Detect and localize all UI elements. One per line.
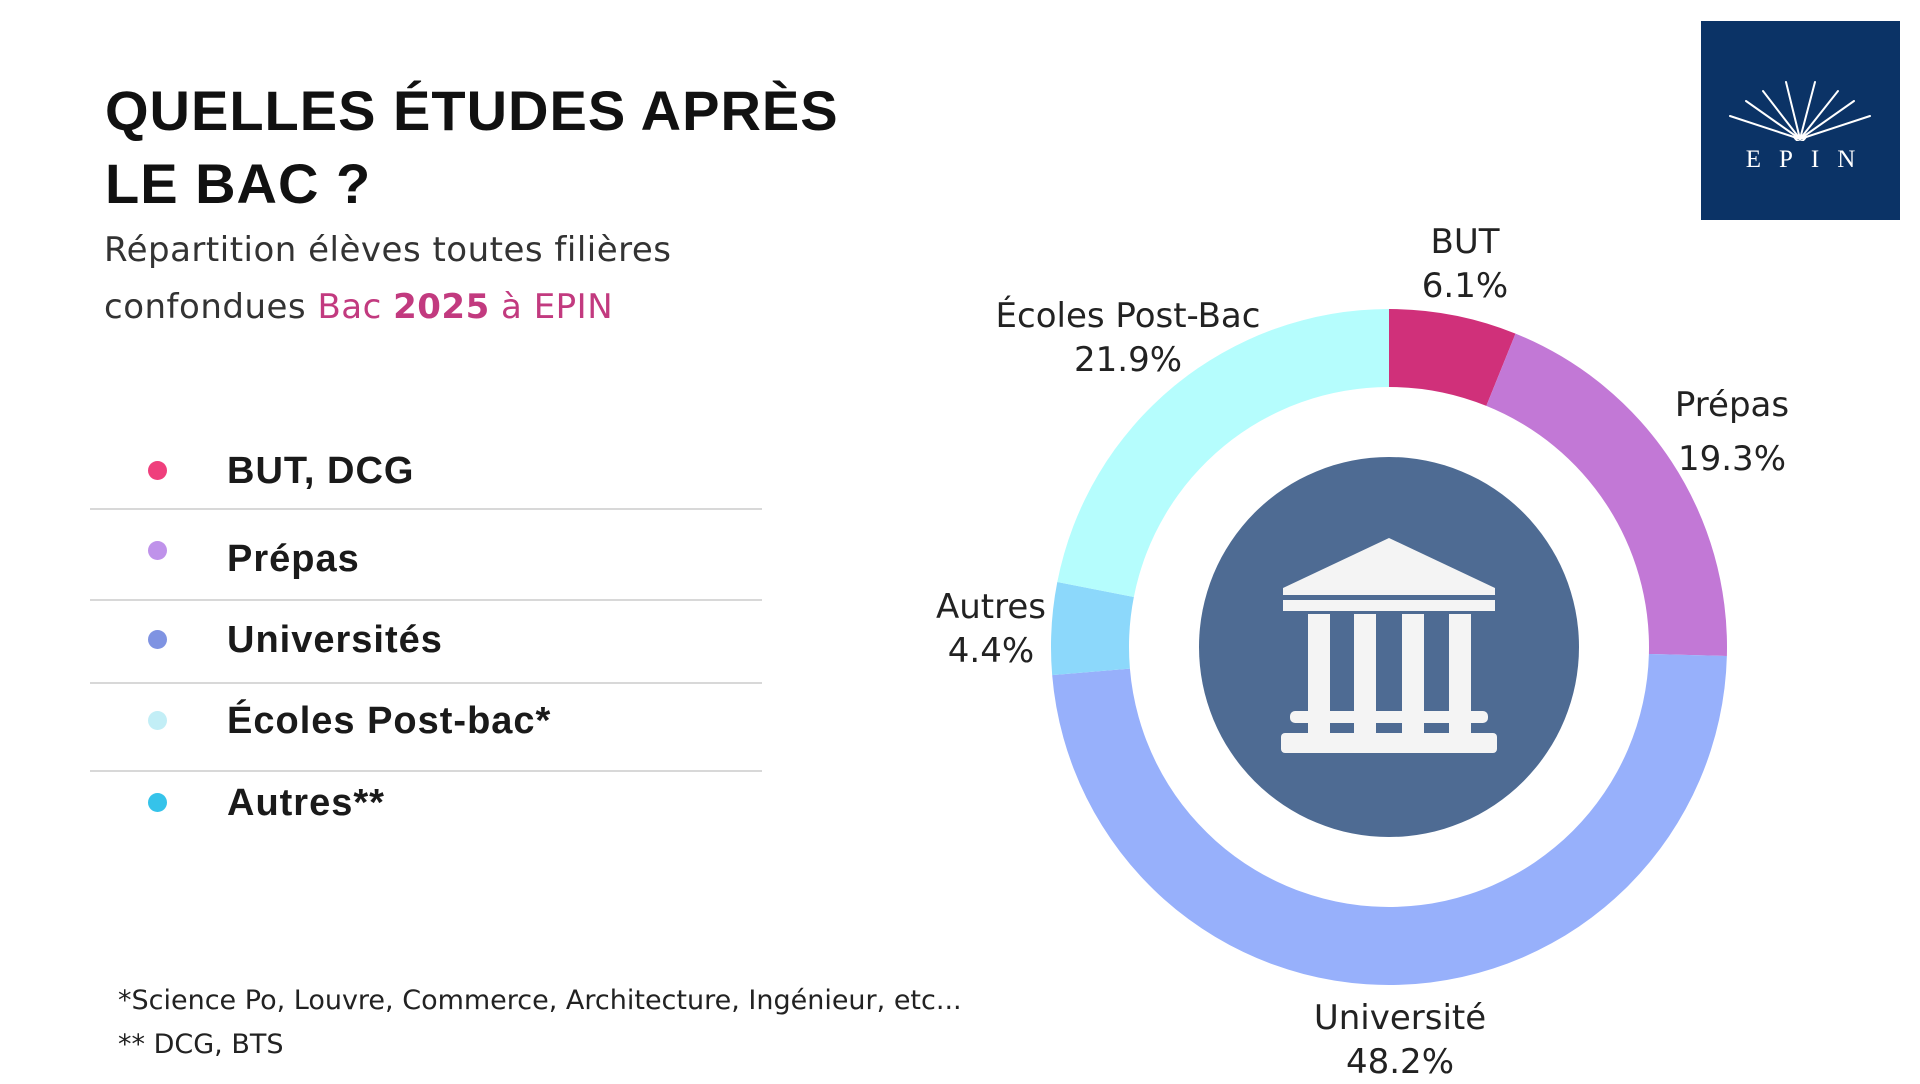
footnote-2: ** DCG, BTS <box>118 1029 284 1060</box>
legend-dot <box>148 711 167 730</box>
logo-text: EPIN <box>1745 146 1874 173</box>
slice-label-but: BUT 6.1% <box>1421 222 1509 306</box>
divider <box>90 508 762 510</box>
legend-dot <box>148 793 167 812</box>
slice-label-ecoles: Écoles Post-Bac 21.9% <box>995 296 1261 380</box>
legend-label: Universités <box>227 619 443 661</box>
legend-item-but: BUT, DCG <box>90 451 762 491</box>
divider <box>90 682 762 684</box>
divider <box>90 770 762 772</box>
legend-label: BUT, DCG <box>227 450 415 492</box>
legend-label: Prépas <box>227 538 360 580</box>
university-building-icon <box>1281 538 1497 753</box>
slice-but <box>1389 309 1516 406</box>
title-line-2: LE BAC ? <box>105 152 372 215</box>
divider <box>90 599 762 601</box>
epin-logo: EPIN <box>1701 21 1900 220</box>
legend-dot <box>148 461 167 480</box>
slice-pr-pas <box>1486 333 1727 657</box>
slice-universit- <box>1052 653 1727 986</box>
legend-item-autres: Autres** <box>90 783 762 823</box>
open-book-icon <box>1729 81 1871 143</box>
subtitle-line-2: confondues Bac 2025 à EPIN <box>104 279 672 336</box>
subtitle-school: à EPIN <box>489 287 614 327</box>
legend-label: Autres** <box>227 782 385 824</box>
footnote-1: *Science Po, Louvre, Commerce, Architect… <box>118 985 962 1016</box>
slice-label-universite: Université 48.2% <box>1313 998 1487 1082</box>
subtitle-accent: Bac <box>317 287 394 327</box>
legend-item-prepas: Prépas <box>90 539 762 579</box>
legend-dot <box>148 541 167 560</box>
legend-dot <box>148 630 167 649</box>
center-circle <box>1199 457 1579 837</box>
subtitle: Répartition élèves toutes filières confo… <box>104 222 672 336</box>
page-title: QUELLES ÉTUDES APRÈS LE BAC ? <box>105 74 839 220</box>
legend-item-ecoles: Écoles Post-bac* <box>90 701 762 741</box>
slice--coles-post-bac <box>1057 309 1389 598</box>
subtitle-line-1: Répartition élèves toutes filières <box>104 230 672 270</box>
legend-item-universites: Universités <box>90 620 762 660</box>
slice-label-prepas: Prépas 19.3% <box>1674 385 1790 479</box>
legend-label: Écoles Post-bac* <box>227 700 552 742</box>
title-line-1: QUELLES ÉTUDES APRÈS <box>105 79 839 142</box>
subtitle-prefix: confondues <box>104 287 318 327</box>
subtitle-year: 2025 <box>393 287 490 327</box>
slice-autres <box>1051 582 1134 676</box>
slice-label-autres: Autres 4.4% <box>935 587 1047 671</box>
